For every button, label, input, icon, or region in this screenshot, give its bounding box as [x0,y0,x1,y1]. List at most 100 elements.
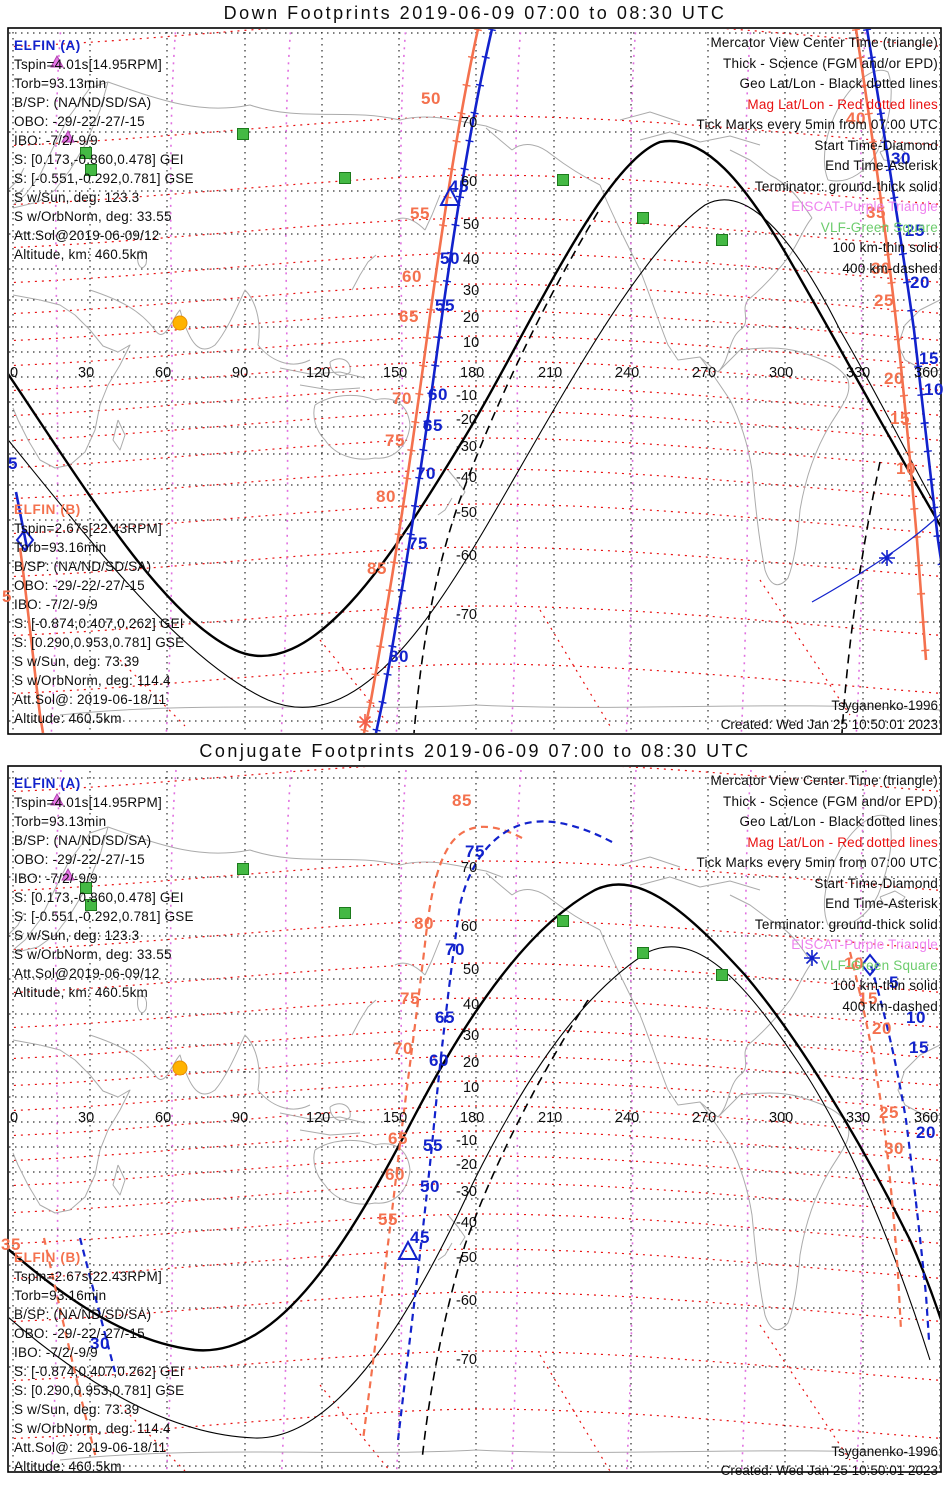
text-line: IBO: -7/2/-9/9 [14,597,98,612]
text-line: S: [0.173,-0.860,0.478] GEI [14,890,184,905]
text-line: Start Time-Diamond [814,875,938,891]
elfin-a-track-thin [811,513,940,603]
text-line: S w/Sun, deg: 123.3 [14,928,140,943]
text-line: Altitude, km: 460.5km [14,247,149,262]
text-line: Mercator View Center Time (triangle) [710,773,938,788]
text-line: Terminator: ground-thick solid [754,178,938,194]
text-line: S: [0.173,-0.860,0.478] GEI [14,152,184,167]
text-line: S w/Sun, deg: 123.3 [14,190,140,205]
text-line: S w/OrbNorm, deg: 33.55 [14,947,172,962]
elfin-b-info-panel1: ELFIN (B) Tspin=2.67s[22.43RPM] Torb=93.1… [14,500,184,728]
text-line: IBO: -7/2/-9/9 [14,133,98,148]
text-line: Thick - Science (FGM and/or EPD) [723,793,938,809]
text-line: Att.Sol@2019-06-09/12 [14,228,160,243]
text-line: VLF-Green Square [820,957,938,973]
model-name: Tsyganenko-1996 [831,698,938,713]
panel2-map [9,767,940,1471]
text-line: OBO: -29/-22/-27/-15 [14,852,145,867]
text-line: S w/OrbNorm, deg: 114.4 [14,673,171,688]
text-line: S: [0.290,0.953,0.781] GSE [14,635,185,650]
text-line: Altitude: 460.5km [14,711,122,726]
text-line: Mag Lat/Lon - Red dotted lines [747,96,938,112]
elfin-b-conjugate-track [361,825,523,1441]
model-name: Tsyganenko-1996 [831,1444,938,1459]
text-line: IBO: -7/2/-9/9 [14,1345,98,1360]
created-timestamp: Created: Wed Jan 25 10:50:01 2023 [720,1463,938,1478]
elfin-a-header: ELFIN (A) [14,776,81,791]
text-line: Mercator View Center Time (triangle) [710,35,938,50]
panel2-title: Conjugate Footprints 2019-06-09 07:00 to… [199,741,751,761]
text-line: Torb=93.13min [14,814,107,829]
elfin-b-conjugate-track-left [42,1237,98,1459]
text-line: Altitude: 460.5km [14,1459,122,1474]
elfin-b-header: ELFIN (B) [14,1250,81,1265]
end-time-asterisk-b [356,713,374,731]
text-line: 100 km-thin solid [832,240,938,255]
elfin-b-info-panel2: ELFIN (B) Tspin=2.67s[22.43RPM] Torb=93.1… [14,1248,184,1476]
elfin-a-conjugate-track [396,820,613,1441]
text-line: Att.Sol@2019-06-09/12 [14,966,160,981]
terminator-100km-thin [9,946,931,1439]
text-line: Torb=93.16min [14,540,107,555]
panel2-border [7,765,942,1473]
text-line: B/SP: (NA/ND/SD/SA) [14,1307,152,1322]
legend-panel1: Mercator View Center Time (triangle) Thic… [697,33,939,279]
text-line: OBO: -29/-22/-27/-15 [14,578,145,593]
text-line: End Time-Asterisk [825,158,938,173]
sun-icon [172,315,188,331]
credit-panel1: Tsyganenko-1996 Created: Wed Jan 25 10:5… [721,696,938,734]
text-line: 400 km-dashed [842,260,938,276]
terminator-ground-thick [9,139,940,658]
text-line: 400 km-dashed [842,998,938,1014]
text-line: B/SP: (NA/ND/SD/SA) [14,559,152,574]
text-line: OBO: -29/-22/-27/-15 [14,114,145,129]
sun-icon [172,1060,188,1076]
text-line: Tspin=4.01s[14.95RPM] [14,57,162,72]
elfin-b-track-left-stub [18,547,45,733]
text-line: IBO: -7/2/-9/9 [14,871,98,886]
text-line: Att.Sol@: 2019-06-18/11 [14,1440,167,1455]
vlf-green-squares [80,863,728,981]
text-line: 100 km-thin solid [832,978,938,993]
terminator-ground-thick [9,883,940,1352]
text-line: S: [0.290,0.953,0.781] GSE [14,1383,185,1398]
text-line: OBO: -29/-22/-27/-15 [14,1326,145,1341]
created-timestamp: Created: Wed Jan 25 10:50:01 2023 [720,717,938,732]
text-line: Terminator: ground-thick solid [754,916,938,932]
panel1-border [7,27,942,735]
text-line: S w/Sun, deg: 73.39 [14,1402,140,1417]
elfin-a-header: ELFIN (A) [14,38,81,53]
text-line: VLF-Green Square [820,219,938,235]
text-line: EISCAT-Purple Triangle [791,199,938,214]
credit-panel2: Tsyganenko-1996 Created: Wed Jan 25 10:5… [721,1442,938,1480]
vlf-green-squares [80,128,728,246]
legend-panel2: Mercator View Center Time (triangle) Thic… [697,771,939,1017]
text-line: Tspin=2.67s[22.43RPM] [14,521,162,536]
elfin-b-conjugate-track-right [848,951,903,1331]
terminator-400km-dashed [413,211,599,733]
text-line: Torb=93.16min [14,1288,107,1303]
text-line: End Time-Asterisk [825,896,938,911]
terminator-400km-dashed [421,999,589,1461]
elfin-a-conjugate-track-left [78,1237,117,1373]
text-line: Torb=93.13min [14,76,107,91]
text-line: Geo Lat/Lon - Black dotted lines [739,76,938,91]
elfin-a-info-panel2: ELFIN (A) Tspin=4.01s[14.95RPM] Torb=93.1… [14,774,194,1002]
text-line: Thick - Science (FGM and/or EPD) [723,55,938,71]
elfin-a-track [374,29,494,733]
terminator-400km-dashed [841,461,881,733]
text-line: S w/OrbNorm, deg: 33.55 [14,209,172,224]
text-line: S w/OrbNorm, deg: 114.4 [14,1421,171,1436]
text-line: S: [-0.551,-0.292,0.781] GSE [14,171,194,186]
text-line: Att.Sol@: 2019-06-18/11 [14,692,167,707]
elfin-a-info-panel1: ELFIN (A) Tspin=4.01s[14.95RPM] Torb=93.1… [14,36,194,264]
text-line: S: [-0.551,-0.292,0.781] GSE [14,909,194,924]
text-line: Tspin=4.01s[14.95RPM] [14,795,162,810]
text-line: B/SP: (NA/ND/SD/SA) [14,833,152,848]
text-line: Geo Lat/Lon - Black dotted lines [739,814,938,829]
text-line: Start Time-Diamond [814,137,938,153]
text-line: Mag Lat/Lon - Red dotted lines [747,834,938,850]
elfin-a-conjugate-track-right [869,965,931,1341]
